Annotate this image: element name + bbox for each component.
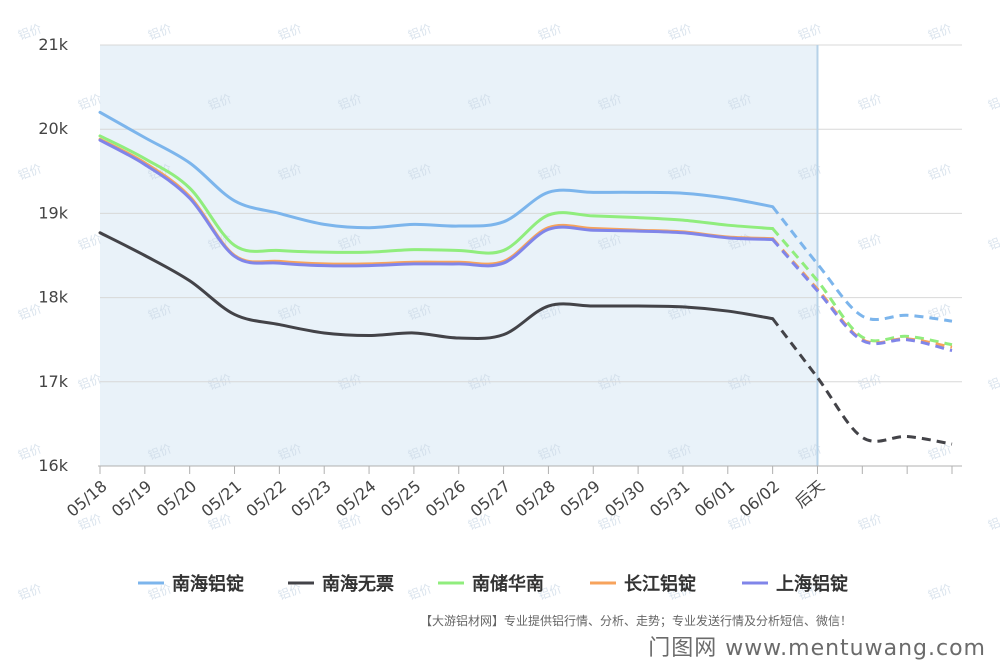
- y-tick-label: 16k: [38, 456, 68, 475]
- series-forecast-line: [771, 317, 953, 446]
- series-forecast-line: [771, 238, 953, 353]
- x-tick-label: 05/30: [601, 477, 649, 521]
- x-axis: 05/1805/1905/2005/2105/2205/2305/2405/25…: [63, 465, 962, 521]
- y-tick-label: 19k: [38, 203, 68, 222]
- x-tick-label: 05/27: [467, 477, 515, 521]
- watermark-label: 铝价: [276, 21, 304, 43]
- watermark-label: 铝价: [856, 231, 884, 253]
- x-tick-label: 05/20: [153, 477, 201, 521]
- series-layer: [98, 110, 953, 446]
- legend-item: 长江铝锭: [624, 573, 696, 595]
- x-tick-label: 05/19: [108, 477, 156, 521]
- y-axis: 16k 17k 18k 19k 20k 21k: [38, 35, 68, 475]
- watermark-label: 铝价: [76, 371, 104, 393]
- x-tick-label: 05/22: [242, 477, 290, 521]
- watermark-label: 铝价: [76, 91, 104, 113]
- legend: 南海铝锭 南海无票 南储华南 长江铝锭 上海铝锭: [138, 573, 848, 595]
- legend-item: 上海铝锭: [776, 573, 848, 595]
- watermark-label: 铝价: [856, 511, 884, 533]
- series-line: [98, 110, 775, 230]
- x-tick-label: 05/26: [422, 477, 470, 521]
- watermark-label: 铝价: [536, 21, 564, 43]
- watermark-label: 铝价: [856, 91, 884, 113]
- watermark-label: 铝价: [146, 21, 174, 43]
- watermark-label: 铝价: [16, 581, 44, 603]
- x-tick-label: 05/23: [287, 477, 335, 521]
- watermark-label: 铝价: [666, 21, 694, 43]
- watermark-label: 铝价: [986, 231, 1000, 253]
- y-tick-label: 17k: [38, 372, 68, 391]
- watermark-label: 铝价: [986, 371, 1000, 393]
- x-tick-label: 05/31: [646, 477, 694, 521]
- watermark-label: 铝价: [926, 441, 954, 463]
- series-line: [98, 138, 775, 268]
- series-forecast-line: [771, 227, 953, 347]
- watermark-label: 铝价: [926, 21, 954, 43]
- y-tick-label: 20k: [38, 119, 68, 138]
- legend-item: 南海铝锭: [172, 573, 244, 595]
- watermark-label: 铝价: [926, 581, 954, 603]
- series-forecast-line: [771, 237, 953, 349]
- watermark-label: 铝价: [926, 161, 954, 183]
- watermark-label: 铝价: [406, 581, 434, 603]
- series-forecast-line: [771, 205, 953, 323]
- legend-item: 南储华南: [472, 573, 544, 595]
- series-line: [98, 134, 775, 255]
- footer-note: 【大游铝材网】专业提供铝行情、分析、走势；专业发送行情及分析短信、微信！: [420, 614, 853, 628]
- x-tick-label: 05/18: [63, 477, 111, 521]
- y-tick-label: 18k: [38, 288, 68, 307]
- site-watermark: 门图网 www.mentuwang.com: [648, 636, 986, 661]
- y-tick-label: 21k: [38, 35, 68, 54]
- watermark-label: 铝价: [796, 21, 824, 43]
- x-tick-label: 06/01: [691, 477, 739, 521]
- x-tick-label: 06/02: [736, 477, 784, 521]
- history-band: [100, 45, 818, 466]
- series-line: [98, 231, 775, 340]
- x-tick-label: 后天: [791, 477, 828, 512]
- x-tick-label: 05/25: [377, 477, 425, 521]
- watermark-label: 铝价: [16, 161, 44, 183]
- legend-item: 南海无票: [322, 573, 394, 595]
- watermark-label: 铝价: [406, 21, 434, 43]
- watermark-label: 铝价: [986, 511, 1000, 533]
- x-tick-label: 05/28: [511, 477, 559, 521]
- watermark-label: 铝价: [986, 91, 1000, 113]
- x-tick-label: 05/29: [556, 477, 604, 521]
